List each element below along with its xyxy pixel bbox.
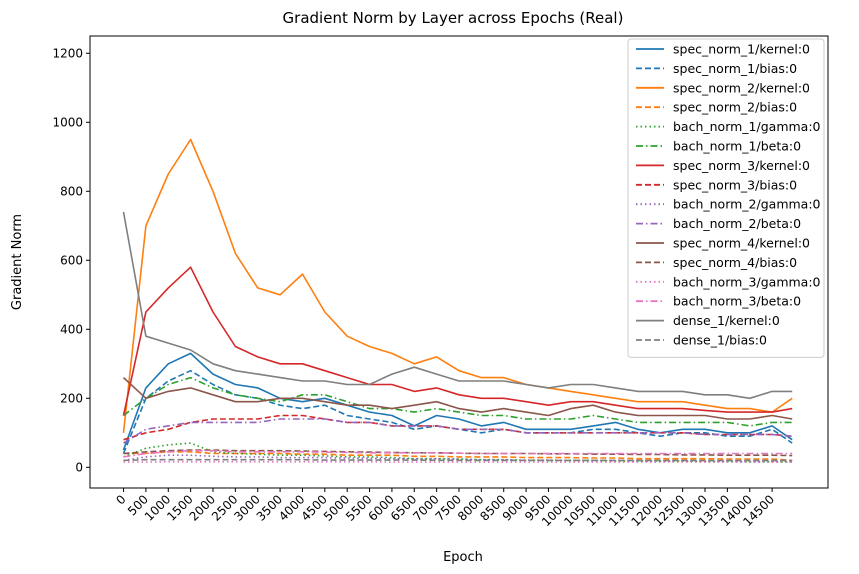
y-tick-label: 600 — [60, 253, 83, 267]
series-line-15 — [123, 458, 793, 462]
series-line-14 — [122, 211, 793, 400]
series-line-2 — [122, 138, 793, 433]
series-line-7 — [123, 414, 793, 441]
legend-label: spec_norm_1/kernel:0 — [673, 42, 810, 57]
series-line-9 — [123, 418, 793, 444]
legend-label: spec_norm_2/bias:0 — [673, 100, 797, 115]
legend-label: spec_norm_4/bias:0 — [673, 255, 797, 270]
legend-label: bach_norm_3/gamma:0 — [673, 274, 821, 289]
legend-label: dense_1/bias:0 — [673, 333, 767, 348]
series-line-0 — [122, 352, 793, 451]
legend-label: spec_norm_3/kernel:0 — [673, 158, 810, 173]
series-line-1 — [122, 369, 793, 454]
legend-label: bach_norm_3/beta:0 — [673, 294, 801, 309]
legend-label: spec_norm_3/bias:0 — [673, 177, 797, 192]
x-axis-title: Epoch — [443, 550, 483, 565]
legend-label: spec_norm_2/kernel:0 — [673, 80, 810, 95]
legend-label: dense_1/kernel:0 — [673, 313, 780, 328]
chart-title: Gradient Norm by Layer across Epochs (Re… — [283, 9, 624, 27]
y-tick-label: 200 — [60, 391, 83, 405]
y-tick-label: 1200 — [52, 46, 83, 60]
legend-label: spec_norm_4/kernel:0 — [673, 236, 810, 251]
series-line-3 — [123, 451, 793, 462]
legend-label: bach_norm_2/gamma:0 — [673, 197, 821, 212]
legend-label: bach_norm_1/gamma:0 — [673, 119, 821, 134]
series-line-5 — [123, 376, 793, 427]
legend: spec_norm_1/kernel:0 spec_norm_1/bias:0sp… — [627, 38, 825, 358]
y-tick-label: 0 — [75, 460, 83, 474]
legend-label: bach_norm_2/beta:0 — [673, 216, 801, 231]
y-tick-label: 800 — [60, 184, 83, 198]
series-layer — [122, 138, 793, 463]
y-tick-label: 1000 — [52, 115, 83, 129]
legend-label: bach_norm_1/beta:0 — [673, 139, 801, 154]
y-axis-title: Gradient Norm — [10, 214, 25, 310]
series-line-10 — [122, 377, 793, 420]
y-tick-label: 400 — [60, 322, 83, 336]
legend-box — [627, 38, 825, 358]
series-line-6 — [122, 266, 793, 416]
legend-label: spec_norm_1/bias:0 — [673, 61, 797, 76]
series-line-13 — [123, 449, 793, 458]
